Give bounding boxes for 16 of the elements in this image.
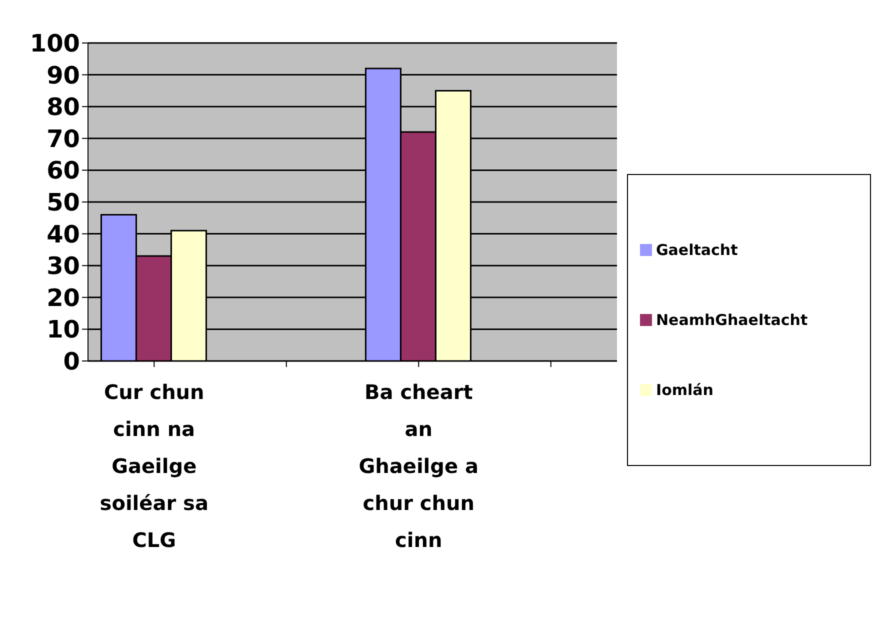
y-tick-label: 90 <box>46 61 80 90</box>
legend-label: NeamhGhaeltacht <box>656 310 808 328</box>
legend-label: Gaeltacht <box>656 240 738 258</box>
y-tick-label: 0 <box>63 348 80 376</box>
y-tick-label: 70 <box>46 124 80 153</box>
x-tick-label: Ba cheart an Ghaeilge a chur chun cinn <box>358 380 479 552</box>
x-tick-label: Cur chun cinn na Gaeilge soiléar sa CLG <box>100 380 208 552</box>
y-tick-label: 50 <box>46 188 80 217</box>
legend-label: Iomlán <box>656 380 714 398</box>
y-tick-label: 60 <box>46 156 80 185</box>
y-tick-label: 10 <box>46 316 80 344</box>
y-tick-label: 30 <box>46 252 80 280</box>
y-tick-label: 100 <box>30 30 80 58</box>
y-tick-label: 40 <box>46 220 80 248</box>
y-tick-label: 80 <box>46 93 80 122</box>
y-tick-label: 20 <box>46 284 80 312</box>
